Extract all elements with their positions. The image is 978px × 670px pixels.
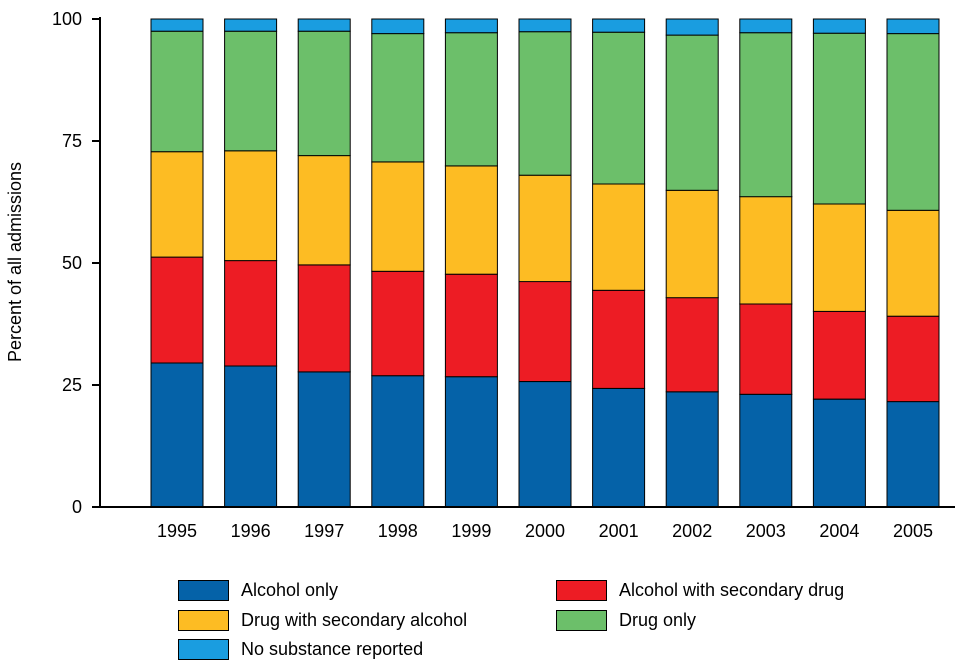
bar-segment-2003-drug-only (739, 32, 793, 198)
bar-segment-1999-no-substance-reported (444, 18, 498, 34)
bar-segment-1995-alcohol-with-secondary-drug (150, 256, 204, 364)
x-tick-label-2003: 2003 (746, 521, 786, 541)
legend-label-drug-with-secondary-alcohol: Drug with secondary alcohol (241, 609, 468, 630)
bar-segment-1996-alcohol-with-secondary-drug (224, 260, 278, 367)
bar-segment-2005-drug-with-secondary-alcohol (886, 209, 940, 317)
legend-swatch-drug-with-secondary-alcohol (178, 609, 229, 631)
bar-segment-1996-alcohol-only (224, 365, 278, 508)
bar-segment-1998-drug-only (371, 33, 425, 163)
bar-segment-1998-alcohol-with-secondary-drug (371, 270, 425, 377)
bar-segment-2000-alcohol-with-secondary-drug (518, 281, 572, 382)
x-tick-label-1996: 1996 (231, 521, 271, 541)
legend: Alcohol only Alcohol with secondary drug… (178, 578, 938, 668)
y-tick-label-0: 0 (72, 497, 82, 517)
bar-segment-1998-no-substance-reported (371, 18, 425, 35)
bar-segment-2000-drug-with-secondary-alcohol (518, 174, 572, 283)
x-tick-label-1998: 1998 (378, 521, 418, 541)
y-tick-label-75: 75 (62, 131, 82, 151)
legend-swatch-alcohol-with-secondary-drug (556, 579, 607, 601)
bar-segment-2002-drug-with-secondary-alcohol (665, 189, 719, 299)
bar-segment-1999-alcohol-only (444, 376, 498, 508)
bar-segment-1999-alcohol-with-secondary-drug (444, 273, 498, 378)
bar-segment-1995-drug-only (150, 30, 204, 153)
bar-segment-1995-alcohol-only (150, 362, 204, 508)
x-tick-label-2000: 2000 (525, 521, 565, 541)
x-tick-label-1997: 1997 (304, 521, 344, 541)
legend-item-alcohol-only: Alcohol only (178, 578, 338, 602)
bar-segment-2005-no-substance-reported (886, 18, 940, 35)
x-ticks-group: 1995 1996 1997 1998 1999 2000 2001 2002 2003 2004… (157, 521, 933, 541)
bar-segment-2002-no-substance-reported (665, 18, 719, 36)
legend-swatch-no-substance-reported (178, 638, 229, 660)
legend-swatch-drug-only (556, 609, 607, 631)
bar-segment-1996-no-substance-reported (224, 18, 278, 32)
bar-segment-2005-alcohol-only (886, 401, 940, 508)
legend-label-no-substance-reported: No substance reported (241, 638, 424, 659)
bar-segment-1996-drug-with-secondary-alcohol (224, 150, 278, 262)
bar-segment-1996-drug-only (224, 30, 278, 152)
y-axis-label: Percent of all admissions (5, 162, 25, 362)
bar-segment-1995-drug-with-secondary-alcohol (150, 151, 204, 258)
x-tick-label-2004: 2004 (819, 521, 859, 541)
bar-segment-1999-drug-only (444, 32, 498, 167)
legend-item-no-substance-reported: No substance reported (178, 637, 423, 661)
y-tick-label-50: 50 (62, 253, 82, 273)
bar-segment-2004-alcohol-with-secondary-drug (812, 310, 866, 400)
bar-segment-1997-drug-only (297, 30, 351, 157)
y-tick-label-25: 25 (62, 375, 82, 395)
x-tick-label-2001: 2001 (599, 521, 639, 541)
bar-segment-2000-no-substance-reported (518, 18, 572, 33)
bar-segment-2003-drug-with-secondary-alcohol (739, 196, 793, 305)
stacked-bar-chart: 0 25 50 75 100 1995 1996 1997 1998 1999 2000 2001 2… (5, 9, 955, 541)
bar-segment-2000-alcohol-only (518, 381, 572, 508)
bar-segment-2002-drug-only (665, 34, 719, 191)
bar-segment-1997-alcohol-only (297, 371, 351, 508)
x-tick-label-1999: 1999 (451, 521, 491, 541)
bar-segment-2001-alcohol-only (592, 387, 646, 508)
bar-segment-2001-drug-with-secondary-alcohol (592, 183, 646, 291)
bar-segment-2004-drug-only (812, 32, 866, 205)
legend-item-drug-only: Drug only (556, 608, 696, 632)
bar-segment-1998-alcohol-only (371, 375, 425, 508)
y-tick-label-100: 100 (52, 9, 82, 29)
legend-swatch-alcohol-only (178, 579, 229, 601)
bar-segment-2001-no-substance-reported (592, 18, 646, 33)
bar-segment-2005-alcohol-with-secondary-drug (886, 315, 940, 403)
x-tick-label-1995: 1995 (157, 521, 197, 541)
bar-segment-2003-alcohol-with-secondary-drug (739, 303, 793, 395)
bar-segment-2000-drug-only (518, 31, 572, 176)
bar-segment-2003-alcohol-only (739, 393, 793, 508)
bar-segment-2004-alcohol-only (812, 398, 866, 508)
x-tick-label-2002: 2002 (672, 521, 712, 541)
bar-segment-2004-drug-with-secondary-alcohol (812, 203, 866, 312)
legend-item-alcohol-with-secondary-drug: Alcohol with secondary drug (556, 578, 844, 602)
bar-segment-2001-drug-only (592, 31, 646, 185)
bar-segment-1997-alcohol-with-secondary-drug (297, 264, 351, 373)
bar-segment-1997-no-substance-reported (297, 18, 351, 32)
y-ticks-group: 0 25 50 75 100 (52, 9, 100, 517)
bar-segment-1998-drug-with-secondary-alcohol (371, 161, 425, 272)
bar-segment-2005-drug-only (886, 33, 940, 211)
bars-group (150, 18, 940, 508)
legend-label-alcohol-only: Alcohol only (241, 579, 339, 600)
x-tick-label-2005: 2005 (893, 521, 933, 541)
legend-label-alcohol-with-secondary-drug: Alcohol with secondary drug (619, 579, 845, 600)
bar-segment-2002-alcohol-with-secondary-drug (665, 297, 719, 393)
bar-segment-2004-no-substance-reported (812, 18, 866, 34)
bar-segment-1997-drug-with-secondary-alcohol (297, 155, 351, 266)
bar-segment-1995-no-substance-reported (150, 18, 204, 32)
legend-item-drug-with-secondary-alcohol: Drug with secondary alcohol (178, 608, 467, 632)
legend-label-drug-only: Drug only (619, 609, 697, 630)
bar-segment-2001-alcohol-with-secondary-drug (592, 289, 646, 389)
bar-segment-1999-drug-with-secondary-alcohol (444, 165, 498, 275)
bar-segment-2003-no-substance-reported (739, 18, 793, 34)
bar-segment-2002-alcohol-only (665, 391, 719, 508)
